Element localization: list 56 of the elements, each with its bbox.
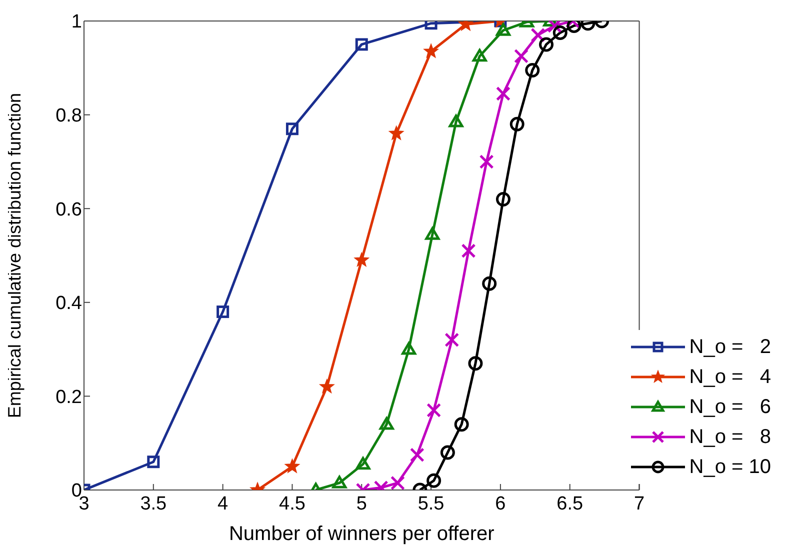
- point: [514, 48, 529, 64]
- y-tick-label: 1: [71, 12, 82, 33]
- point: [355, 38, 368, 51]
- point: [147, 456, 160, 468]
- point: [539, 37, 554, 52]
- x-tick-label: 7: [634, 493, 645, 514]
- point: [320, 379, 334, 393]
- point: [468, 356, 483, 371]
- point: [424, 44, 438, 58]
- x-tick-label: 4.5: [279, 493, 306, 514]
- x-tick-label: 6: [495, 493, 506, 514]
- y-tick-label: 0.8: [56, 106, 82, 127]
- point: [410, 448, 424, 462]
- point: [390, 476, 405, 490]
- x-tick-label: 4: [218, 493, 229, 514]
- x-axis-title: Number of winners per offerer: [228, 523, 495, 545]
- y-tick-label: 0.2: [56, 386, 82, 408]
- legend-label: N_o = 6: [689, 396, 771, 418]
- point: [482, 276, 497, 291]
- point: [216, 306, 230, 318]
- point: [566, 21, 582, 33]
- point: [426, 473, 442, 488]
- point: [332, 476, 347, 488]
- x-tick-label: 5.5: [418, 493, 444, 514]
- point: [389, 126, 404, 140]
- point: [440, 445, 455, 460]
- y-tick-label: 0.4: [56, 293, 82, 314]
- x-tick-label: 5: [356, 493, 367, 514]
- point: [356, 456, 370, 470]
- point: [472, 48, 487, 62]
- point: [496, 23, 510, 36]
- legend-label: N_o = 4: [689, 366, 771, 388]
- point: [461, 244, 476, 258]
- point: [354, 252, 369, 266]
- point: [525, 62, 540, 78]
- point: [496, 86, 510, 101]
- point: [444, 332, 460, 348]
- point: [286, 122, 298, 136]
- point: [552, 25, 568, 40]
- x-tick-label: 6.5: [556, 493, 584, 514]
- x-tick-label: 3.5: [140, 493, 167, 514]
- point: [425, 227, 440, 240]
- legend-label: N_o = 2: [689, 336, 771, 358]
- point: [547, 21, 562, 33]
- point: [510, 116, 524, 132]
- point: [379, 417, 394, 430]
- point: [479, 154, 494, 169]
- y-tick-label: 0.6: [56, 199, 82, 220]
- legend-label: N_o = 8: [689, 426, 771, 448]
- point: [426, 403, 442, 418]
- point: [496, 192, 510, 206]
- point: [454, 417, 469, 432]
- point: [402, 342, 416, 355]
- point: [285, 459, 300, 473]
- point: [448, 114, 464, 128]
- legend-label: N_o = 10: [689, 456, 771, 478]
